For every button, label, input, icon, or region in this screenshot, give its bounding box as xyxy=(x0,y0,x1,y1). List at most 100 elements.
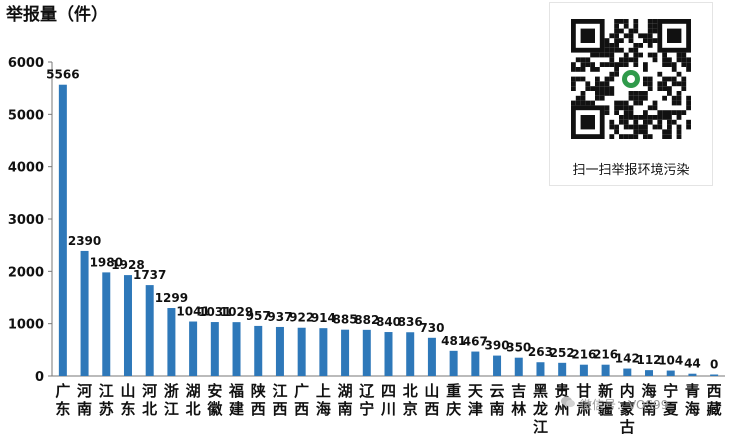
x-tick-label: 湖南 xyxy=(338,382,353,418)
bar xyxy=(514,357,523,376)
bar xyxy=(493,355,502,376)
y-tick-label: 4000 xyxy=(8,161,44,176)
y-tick-label: 2000 xyxy=(8,265,44,280)
x-tick-char: 北 xyxy=(403,382,418,400)
bar xyxy=(275,326,284,376)
x-tick-char: 湖 xyxy=(338,382,353,400)
y-tick-label: 0 xyxy=(35,370,44,385)
bar xyxy=(688,373,697,376)
x-tick-label: 西藏 xyxy=(707,382,722,418)
x-tick-label: 新疆 xyxy=(598,382,613,418)
data-label: 5566 xyxy=(46,68,79,82)
x-tick-label: 四川 xyxy=(380,382,396,418)
x-tick-char: 上 xyxy=(316,382,331,400)
y-axis-title: 举报量（件） xyxy=(5,4,108,25)
x-tick-char: 疆 xyxy=(598,400,613,418)
data-label: 1980 xyxy=(90,255,123,269)
x-tick-label: 河北 xyxy=(142,382,157,418)
data-label: 112 xyxy=(636,353,661,367)
data-label: 1928 xyxy=(111,258,144,272)
data-label: 1041 xyxy=(176,305,209,319)
bar xyxy=(471,351,480,376)
data-label: 836 xyxy=(398,315,423,329)
x-tick-label: 河南 xyxy=(77,382,92,418)
x-tick-char: 林 xyxy=(511,400,527,418)
x-tick-char: 西 xyxy=(424,400,439,418)
x-tick-labels: 广东河南江苏山东河北浙江湖北安徽福建陕西江西广西上海湖南辽宁四川北京山西重庆天津… xyxy=(55,382,721,435)
x-tick-label: 江苏 xyxy=(99,382,114,418)
x-tick-char: 陕 xyxy=(251,382,266,400)
data-label: 481 xyxy=(441,334,466,348)
bar xyxy=(710,374,719,376)
bar xyxy=(427,337,436,376)
y-tick-label: 6000 xyxy=(8,56,44,71)
x-tick-label: 北京 xyxy=(403,382,418,418)
x-tick-label: 青海 xyxy=(685,382,700,418)
x-tick-char: 龙 xyxy=(532,400,548,418)
x-tick-char: 安 xyxy=(207,382,222,400)
bar xyxy=(254,325,263,376)
x-tick-char: 夏 xyxy=(662,400,679,418)
x-tick-label: 陕西 xyxy=(251,382,266,418)
x-tick-char: 江 xyxy=(164,400,179,418)
x-tick-char: 内 xyxy=(620,382,635,400)
x-tick-char: 京 xyxy=(403,400,418,418)
x-tick-char: 宁 xyxy=(663,382,678,400)
x-tick-label: 甘肃 xyxy=(576,382,591,418)
bar xyxy=(384,332,393,376)
x-tick-label: 宁夏 xyxy=(662,382,679,418)
x-tick-char: 南 xyxy=(642,400,657,418)
x-tick-label: 黑龙江 xyxy=(532,382,548,435)
bar xyxy=(80,250,89,376)
x-tick-char: 东 xyxy=(55,400,70,418)
bar xyxy=(102,272,111,376)
x-tick-char: 新 xyxy=(598,382,613,400)
data-label: 216 xyxy=(593,348,618,362)
watermark: 微信号：VOS99 xyxy=(580,398,669,412)
data-label: 104 xyxy=(658,354,683,368)
x-tick-char: 福 xyxy=(228,382,244,400)
x-tick-char: 海 xyxy=(642,382,657,400)
x-tick-char: 庆 xyxy=(446,400,461,418)
x-tick-char: 吉 xyxy=(511,382,526,400)
data-label: 882 xyxy=(354,313,379,327)
x-tick-char: 苏 xyxy=(99,400,114,418)
x-tick-char: 山 xyxy=(120,382,135,400)
x-tick-char: 辽 xyxy=(359,382,374,400)
x-tick-char: 藏 xyxy=(707,400,722,418)
data-label: 957 xyxy=(246,309,271,323)
bar xyxy=(645,370,654,376)
x-tick-label: 重庆 xyxy=(446,382,461,418)
y-tick-label: 3000 xyxy=(8,213,44,228)
x-tick-label: 山西 xyxy=(424,382,439,418)
data-label: 216 xyxy=(571,348,596,362)
x-tick-char: 西 xyxy=(707,382,722,400)
bar xyxy=(232,322,241,376)
x-tick-char: 青 xyxy=(685,382,700,400)
x-tick-char: 南 xyxy=(490,400,505,418)
data-label: 44 xyxy=(684,357,701,371)
data-label: 1029 xyxy=(220,305,253,319)
x-tick-char: 贵 xyxy=(555,382,570,400)
x-tick-label: 福建 xyxy=(228,382,245,418)
bar xyxy=(189,321,198,376)
x-tick-char: 古 xyxy=(620,418,635,435)
x-tick-label: 上海 xyxy=(316,382,331,418)
qr-caption: 扫一扫举报环境污染 xyxy=(572,163,690,178)
x-tick-label: 浙江 xyxy=(164,382,179,418)
x-tick-label: 广西 xyxy=(294,382,309,418)
qr-code-panel: 扫一扫举报环境污染 xyxy=(549,2,713,186)
x-tick-char: 川 xyxy=(380,400,396,418)
x-tick-label: 广东 xyxy=(55,382,70,418)
x-tick-char: 东 xyxy=(120,400,135,418)
x-tick-char: 广 xyxy=(294,382,309,400)
x-tick-char: 江 xyxy=(99,382,114,400)
x-tick-char: 江 xyxy=(272,382,287,400)
x-tick-label: 云南 xyxy=(490,382,505,418)
bar xyxy=(558,362,567,376)
x-tick-char: 北 xyxy=(186,400,201,418)
qr-code-icon xyxy=(571,19,691,139)
x-tick-char: 甘 xyxy=(576,382,591,400)
bar xyxy=(579,364,588,376)
x-tick-char: 四 xyxy=(381,382,396,400)
